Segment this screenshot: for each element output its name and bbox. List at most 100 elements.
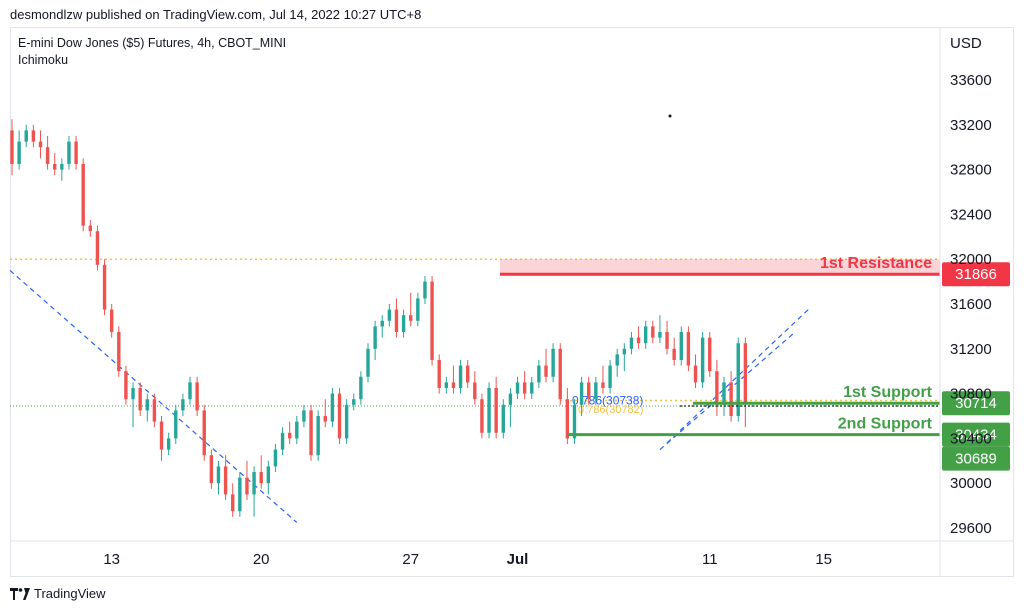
- candle: [629, 332, 634, 355]
- candle: [195, 376, 199, 416]
- candle: [558, 343, 562, 405]
- candle: [494, 376, 498, 439]
- chart-legend: E-mini Dow Jones ($5) Futures, 4h, CBOT_…: [18, 35, 286, 69]
- candle: [587, 376, 591, 405]
- chart-frame: [10, 27, 1014, 577]
- candle-body: [537, 365, 541, 383]
- candle: [238, 472, 242, 517]
- candle: [117, 326, 121, 377]
- candle: [465, 360, 470, 388]
- candle-body: [743, 343, 748, 404]
- level-name-label: 1st Support: [843, 384, 933, 401]
- candle-body: [587, 382, 591, 400]
- candle-body: [387, 309, 392, 321]
- candle-body: [10, 130, 14, 164]
- candle: [366, 343, 370, 383]
- candle: [359, 371, 363, 405]
- candle: [686, 326, 691, 372]
- candle: [700, 332, 705, 388]
- candle-body: [430, 281, 434, 360]
- candle: [743, 337, 748, 428]
- candle-body: [622, 348, 627, 355]
- price-tag-label: 31866: [955, 266, 997, 283]
- x-tick-label: Jul: [507, 551, 529, 568]
- candle-body: [451, 382, 456, 388]
- candle: [109, 304, 114, 338]
- candle: [88, 220, 93, 237]
- candle: [24, 124, 28, 148]
- x-tick-label: 15: [815, 551, 832, 568]
- candle-body: [458, 365, 463, 388]
- candle-body: [53, 164, 57, 170]
- price-tag: 30434: [942, 422, 1010, 447]
- candle: [330, 388, 335, 428]
- candle-body: [81, 164, 85, 226]
- candle-body: [245, 477, 249, 495]
- candle: [280, 427, 285, 456]
- candle: [579, 376, 584, 416]
- candle-body: [401, 315, 406, 332]
- candle-body: [316, 416, 320, 456]
- y-tick-label: 31200: [950, 341, 992, 358]
- y-tick-label: 29600: [950, 520, 992, 537]
- candle-body: [124, 371, 128, 400]
- candle: [430, 276, 434, 366]
- candle-body: [601, 382, 605, 388]
- price-tag-background: [942, 446, 1010, 471]
- candle-body: [373, 326, 377, 349]
- candle-body: [152, 399, 157, 422]
- candle: [515, 376, 520, 400]
- candle-body: [259, 472, 263, 484]
- candle-body: [88, 225, 93, 232]
- candle-body: [174, 410, 178, 439]
- price-tag: 30714: [942, 391, 1010, 416]
- x-tick-label: 27: [402, 551, 419, 568]
- candle-body: [437, 360, 441, 388]
- candle: [622, 343, 627, 372]
- candle-body: [344, 404, 349, 439]
- candle: [166, 432, 171, 456]
- channel-line-lower: [659, 331, 796, 451]
- candle-body: [380, 320, 384, 327]
- candle: [53, 152, 57, 176]
- candle: [508, 388, 513, 428]
- tradingview-brand[interactable]: TradingView: [10, 586, 106, 601]
- candle: [159, 416, 164, 461]
- candle: [522, 371, 527, 400]
- candle-body: [295, 421, 299, 439]
- price-tag-background: [942, 391, 1010, 416]
- candle: [10, 119, 14, 176]
- y-tick-label: 30400: [950, 430, 992, 447]
- candle: [551, 343, 555, 383]
- indicator-label[interactable]: Ichimoku: [18, 53, 69, 67]
- price-tag-label: 30434: [955, 427, 997, 444]
- candle: [615, 348, 619, 377]
- candle: [216, 460, 221, 495]
- symbol-title[interactable]: E-mini Dow Jones ($5) Futures, 4h, CBOT_…: [18, 36, 287, 50]
- candle-body: [473, 382, 477, 400]
- candle-body: [38, 141, 43, 148]
- candle: [387, 304, 392, 327]
- candle: [423, 276, 427, 304]
- candle: [693, 354, 698, 388]
- candle: [729, 371, 733, 422]
- candle: [715, 360, 719, 416]
- candle: [188, 376, 192, 405]
- price-tag-label: 30714: [955, 395, 997, 412]
- candle: [409, 292, 413, 327]
- price-tag-background: [942, 262, 1010, 287]
- candle: [252, 466, 256, 517]
- y-tick-label: 31600: [950, 296, 992, 313]
- candle: [444, 376, 449, 394]
- candle-body: [109, 309, 114, 332]
- tradingview-logo-icon: [10, 587, 30, 600]
- candle: [665, 320, 669, 355]
- candle-body: [558, 348, 562, 400]
- candle-body: [216, 466, 221, 484]
- candle-body: [223, 466, 228, 495]
- candle-body: [665, 332, 669, 349]
- candle-body: [323, 416, 327, 422]
- candle: [287, 421, 292, 444]
- x-tick-label: 20: [253, 551, 270, 568]
